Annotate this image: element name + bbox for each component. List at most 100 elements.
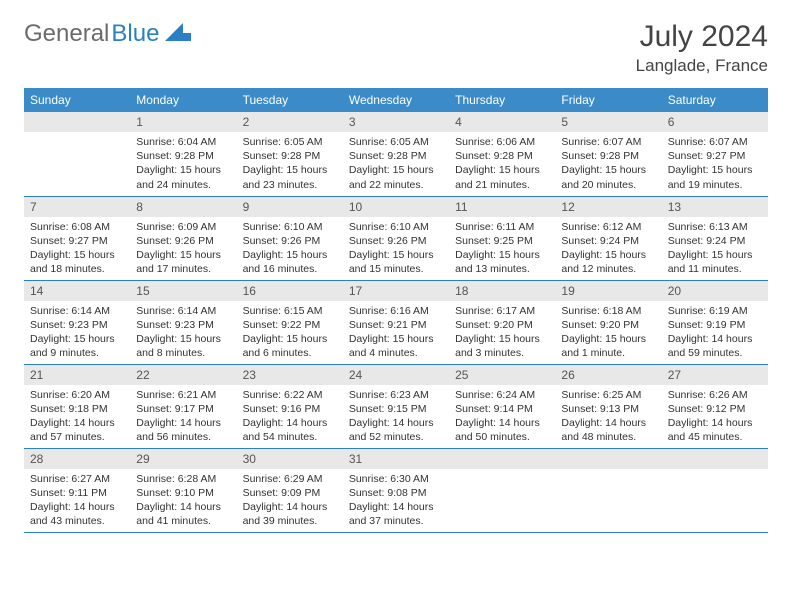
day-info: Sunrise: 6:14 AMSunset: 9:23 PMDaylight:… (130, 301, 236, 364)
sunset-text: Sunset: 9:26 PM (349, 234, 443, 248)
calendar-week-row: 1Sunrise: 6:04 AMSunset: 9:28 PMDaylight… (24, 112, 768, 196)
day-number: 14 (24, 281, 130, 301)
sunset-text: Sunset: 9:25 PM (455, 234, 549, 248)
day-number: 8 (130, 197, 236, 217)
day-info: Sunrise: 6:13 AMSunset: 9:24 PMDaylight:… (662, 217, 768, 280)
sunrise-text: Sunrise: 6:08 AM (30, 220, 124, 234)
sunrise-text: Sunrise: 6:21 AM (136, 388, 230, 402)
sunset-text: Sunset: 9:08 PM (349, 486, 443, 500)
daylight-text: Daylight: 15 hours and 18 minutes. (30, 248, 124, 276)
sunset-text: Sunset: 9:27 PM (30, 234, 124, 248)
day-info: Sunrise: 6:29 AMSunset: 9:09 PMDaylight:… (237, 469, 343, 532)
calendar-cell: 21Sunrise: 6:20 AMSunset: 9:18 PMDayligh… (24, 364, 130, 448)
empty-day (555, 449, 661, 469)
calendar-cell: 11Sunrise: 6:11 AMSunset: 9:25 PMDayligh… (449, 196, 555, 280)
daylight-text: Daylight: 14 hours and 50 minutes. (455, 416, 549, 444)
day-info: Sunrise: 6:11 AMSunset: 9:25 PMDaylight:… (449, 217, 555, 280)
day-number: 29 (130, 449, 236, 469)
calendar-cell (555, 448, 661, 532)
daylight-text: Daylight: 15 hours and 16 minutes. (243, 248, 337, 276)
daylight-text: Daylight: 15 hours and 17 minutes. (136, 248, 230, 276)
sunset-text: Sunset: 9:16 PM (243, 402, 337, 416)
day-info: Sunrise: 6:17 AMSunset: 9:20 PMDaylight:… (449, 301, 555, 364)
sunset-text: Sunset: 9:13 PM (561, 402, 655, 416)
day-info: Sunrise: 6:10 AMSunset: 9:26 PMDaylight:… (343, 217, 449, 280)
day-number: 30 (237, 449, 343, 469)
logo-text-2: Blue (111, 20, 159, 48)
calendar-cell (449, 448, 555, 532)
day-info: Sunrise: 6:14 AMSunset: 9:23 PMDaylight:… (24, 301, 130, 364)
daylight-text: Daylight: 14 hours and 48 minutes. (561, 416, 655, 444)
weekday-header: Friday (555, 88, 661, 112)
logo-text-1: General (24, 20, 109, 48)
day-number: 19 (555, 281, 661, 301)
sunrise-text: Sunrise: 6:22 AM (243, 388, 337, 402)
daylight-text: Daylight: 15 hours and 20 minutes. (561, 163, 655, 191)
sunrise-text: Sunrise: 6:06 AM (455, 135, 549, 149)
sunrise-text: Sunrise: 6:20 AM (30, 388, 124, 402)
sunrise-text: Sunrise: 6:19 AM (668, 304, 762, 318)
daylight-text: Daylight: 15 hours and 15 minutes. (349, 248, 443, 276)
day-info: Sunrise: 6:23 AMSunset: 9:15 PMDaylight:… (343, 385, 449, 448)
sunset-text: Sunset: 9:18 PM (30, 402, 124, 416)
daylight-text: Daylight: 15 hours and 11 minutes. (668, 248, 762, 276)
day-info: Sunrise: 6:15 AMSunset: 9:22 PMDaylight:… (237, 301, 343, 364)
sunset-text: Sunset: 9:14 PM (455, 402, 549, 416)
calendar-cell: 20Sunrise: 6:19 AMSunset: 9:19 PMDayligh… (662, 280, 768, 364)
calendar-cell: 26Sunrise: 6:25 AMSunset: 9:13 PMDayligh… (555, 364, 661, 448)
weekday-header: Tuesday (237, 88, 343, 112)
day-number: 22 (130, 365, 236, 385)
sunset-text: Sunset: 9:24 PM (668, 234, 762, 248)
location: Langlade, France (636, 56, 768, 76)
calendar-cell: 18Sunrise: 6:17 AMSunset: 9:20 PMDayligh… (449, 280, 555, 364)
day-info: Sunrise: 6:20 AMSunset: 9:18 PMDaylight:… (24, 385, 130, 448)
sunset-text: Sunset: 9:11 PM (30, 486, 124, 500)
day-number: 9 (237, 197, 343, 217)
sunset-text: Sunset: 9:15 PM (349, 402, 443, 416)
daylight-text: Daylight: 14 hours and 59 minutes. (668, 332, 762, 360)
calendar-cell: 25Sunrise: 6:24 AMSunset: 9:14 PMDayligh… (449, 364, 555, 448)
calendar-cell: 15Sunrise: 6:14 AMSunset: 9:23 PMDayligh… (130, 280, 236, 364)
sunset-text: Sunset: 9:09 PM (243, 486, 337, 500)
day-info: Sunrise: 6:28 AMSunset: 9:10 PMDaylight:… (130, 469, 236, 532)
calendar-cell: 28Sunrise: 6:27 AMSunset: 9:11 PMDayligh… (24, 448, 130, 532)
weekday-header: Wednesday (343, 88, 449, 112)
day-info: Sunrise: 6:19 AMSunset: 9:19 PMDaylight:… (662, 301, 768, 364)
sunrise-text: Sunrise: 6:07 AM (561, 135, 655, 149)
sunrise-text: Sunrise: 6:30 AM (349, 472, 443, 486)
sunset-text: Sunset: 9:26 PM (136, 234, 230, 248)
daylight-text: Daylight: 14 hours and 41 minutes. (136, 500, 230, 528)
calendar-week-row: 28Sunrise: 6:27 AMSunset: 9:11 PMDayligh… (24, 448, 768, 532)
sunset-text: Sunset: 9:24 PM (561, 234, 655, 248)
day-number: 21 (24, 365, 130, 385)
sunrise-text: Sunrise: 6:14 AM (30, 304, 124, 318)
sunset-text: Sunset: 9:28 PM (561, 149, 655, 163)
daylight-text: Daylight: 14 hours and 45 minutes. (668, 416, 762, 444)
calendar-cell: 2Sunrise: 6:05 AMSunset: 9:28 PMDaylight… (237, 112, 343, 196)
day-number: 26 (555, 365, 661, 385)
day-number: 2 (237, 112, 343, 132)
sunset-text: Sunset: 9:27 PM (668, 149, 762, 163)
calendar-week-row: 14Sunrise: 6:14 AMSunset: 9:23 PMDayligh… (24, 280, 768, 364)
calendar-cell: 12Sunrise: 6:12 AMSunset: 9:24 PMDayligh… (555, 196, 661, 280)
weekday-header: Sunday (24, 88, 130, 112)
day-number: 6 (662, 112, 768, 132)
calendar-cell: 1Sunrise: 6:04 AMSunset: 9:28 PMDaylight… (130, 112, 236, 196)
daylight-text: Daylight: 14 hours and 57 minutes. (30, 416, 124, 444)
daylight-text: Daylight: 15 hours and 13 minutes. (455, 248, 549, 276)
sunset-text: Sunset: 9:28 PM (136, 149, 230, 163)
sunrise-text: Sunrise: 6:23 AM (349, 388, 443, 402)
day-number: 7 (24, 197, 130, 217)
sunset-text: Sunset: 9:23 PM (136, 318, 230, 332)
calendar-cell: 17Sunrise: 6:16 AMSunset: 9:21 PMDayligh… (343, 280, 449, 364)
sunset-text: Sunset: 9:26 PM (243, 234, 337, 248)
day-info: Sunrise: 6:08 AMSunset: 9:27 PMDaylight:… (24, 217, 130, 280)
day-info: Sunrise: 6:05 AMSunset: 9:28 PMDaylight:… (237, 132, 343, 195)
sunrise-text: Sunrise: 6:26 AM (668, 388, 762, 402)
daylight-text: Daylight: 15 hours and 12 minutes. (561, 248, 655, 276)
sunrise-text: Sunrise: 6:15 AM (243, 304, 337, 318)
day-number: 4 (449, 112, 555, 132)
weekday-row: SundayMondayTuesdayWednesdayThursdayFrid… (24, 88, 768, 112)
daylight-text: Daylight: 14 hours and 37 minutes. (349, 500, 443, 528)
sunset-text: Sunset: 9:21 PM (349, 318, 443, 332)
